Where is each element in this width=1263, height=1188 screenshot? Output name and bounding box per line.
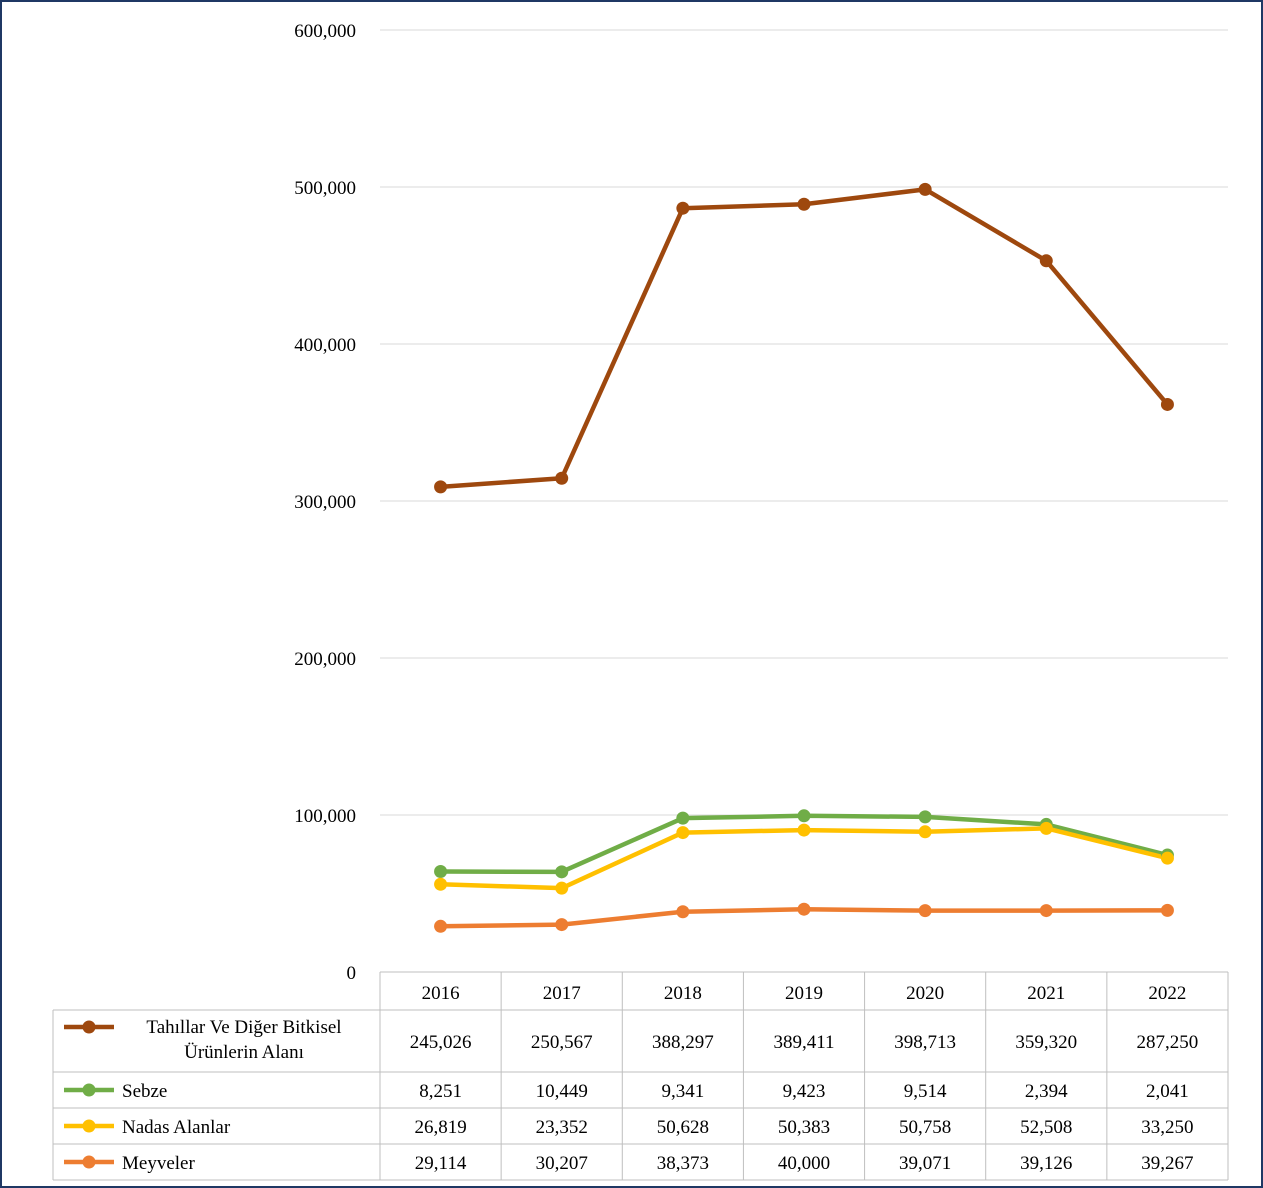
series-name: Sebze [122, 1081, 167, 1102]
table-value: 39,126 [1020, 1153, 1072, 1174]
x-category-label: 2017 [543, 983, 581, 1004]
series-line-1 [438, 187, 1170, 490]
data-point [1160, 851, 1174, 865]
table-value: 245,026 [410, 1032, 472, 1053]
data-point [918, 825, 932, 839]
table-value: 29,114 [415, 1153, 467, 1174]
data-point [1160, 397, 1174, 411]
y-tick-label: 0 [347, 963, 357, 984]
data-point [676, 201, 690, 215]
table-value: 2,394 [1025, 1081, 1068, 1102]
x-category-label: 2022 [1148, 983, 1186, 1004]
data-point [797, 809, 811, 823]
legend-key-marker [82, 1083, 96, 1097]
series-line-3 [438, 826, 1170, 891]
data-point [918, 810, 932, 824]
data-point [918, 904, 932, 918]
table-value: 23,352 [536, 1117, 588, 1138]
data-point [434, 480, 448, 494]
table-value: 52,508 [1020, 1117, 1072, 1138]
legend-key-marker [82, 1155, 96, 1169]
y-tick-label: 600,000 [294, 21, 356, 42]
x-category-label: 2016 [422, 983, 460, 1004]
table-value: 30,207 [536, 1153, 588, 1174]
series-name: Meyveler [122, 1153, 195, 1174]
y-tick-label: 300,000 [294, 492, 356, 513]
table-value: 9,514 [904, 1081, 947, 1102]
table-value: 287,250 [1137, 1032, 1199, 1053]
y-tick-label: 400,000 [294, 335, 356, 356]
table-value: 359,320 [1015, 1032, 1077, 1053]
data-point [1160, 903, 1174, 917]
y-tick-label: 200,000 [294, 649, 356, 670]
table-value: 10,449 [536, 1081, 588, 1102]
x-category-label: 2020 [906, 983, 944, 1004]
table-value: 50,758 [899, 1117, 951, 1138]
data-point [1039, 904, 1053, 918]
series-name: Nadas Alanlar [122, 1117, 231, 1138]
data-point [797, 823, 811, 837]
table-value: 388,297 [652, 1032, 714, 1053]
data-point [555, 881, 569, 895]
table-value: 33,250 [1141, 1117, 1193, 1138]
table-value: 39,267 [1141, 1153, 1193, 1174]
x-category-label: 2018 [664, 983, 702, 1004]
data-point [434, 865, 448, 879]
series-name: Tahıllar Ve Diğer Bitkisel [146, 1017, 341, 1038]
table-value: 8,251 [419, 1081, 462, 1102]
data-point [1039, 821, 1053, 835]
data-point [676, 905, 690, 919]
data-point [434, 919, 448, 933]
data-point [676, 811, 690, 825]
legend-key-marker [82, 1020, 96, 1034]
data-point [797, 902, 811, 916]
x-category-label: 2019 [785, 983, 823, 1004]
table-value: 9,423 [783, 1081, 826, 1102]
y-tick-label: 100,000 [294, 806, 356, 827]
table-value: 40,000 [778, 1153, 830, 1174]
data-point [555, 865, 569, 879]
table-value: 2,041 [1146, 1081, 1189, 1102]
table-value: 9,341 [661, 1081, 704, 1102]
data-point [555, 918, 569, 932]
x-category-label: 2021 [1027, 983, 1065, 1004]
data-point [918, 182, 932, 196]
data-point [1039, 254, 1053, 268]
data-point [676, 826, 690, 840]
y-tick-label: 500,000 [294, 178, 356, 199]
table-value: 250,567 [531, 1032, 593, 1053]
legend-key-marker [82, 1119, 96, 1133]
data-point [555, 471, 569, 485]
data-point [797, 197, 811, 211]
table-value: 398,713 [894, 1032, 956, 1053]
table-value: 26,819 [414, 1117, 466, 1138]
table-value: 50,628 [657, 1117, 709, 1138]
table-value: 50,383 [778, 1117, 830, 1138]
table-value: 39,071 [899, 1153, 951, 1174]
series-name: Ürünlerin Alanı [184, 1042, 304, 1063]
table-value: 38,373 [657, 1153, 709, 1174]
table-value: 389,411 [773, 1032, 834, 1053]
data-point [434, 877, 448, 891]
